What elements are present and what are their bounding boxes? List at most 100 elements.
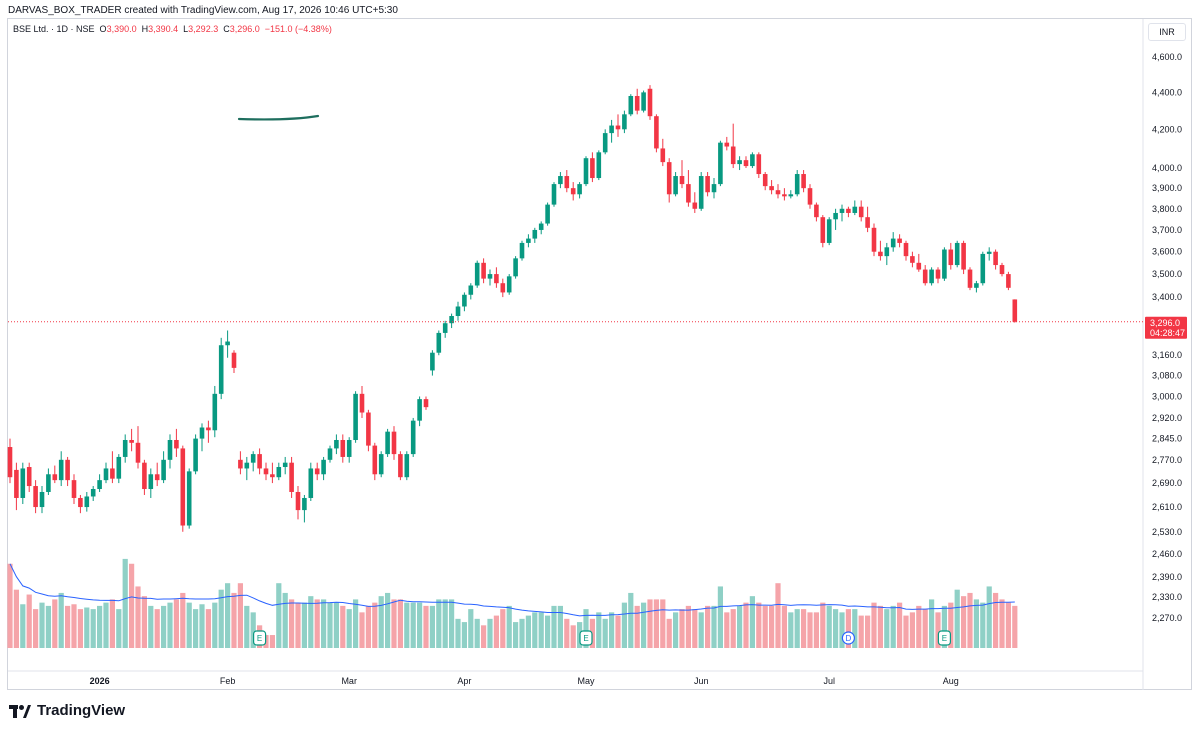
candle-body (974, 283, 979, 288)
volume-bar (52, 599, 58, 648)
candle-body (7, 447, 13, 478)
y-tick-label: 3,500.0 (1152, 269, 1182, 279)
volume-bar (404, 602, 410, 648)
candle-body (353, 393, 358, 440)
candle-body (577, 184, 582, 195)
y-tick-label: 2,690.0 (1152, 478, 1182, 488)
close-label: C (223, 24, 230, 34)
candle-body (417, 399, 422, 421)
candle-body (609, 125, 614, 134)
x-tick-label: Jun (694, 676, 709, 686)
volume-bar (65, 605, 71, 648)
candle-body (596, 152, 602, 179)
candle-body (212, 393, 218, 431)
volume-bar (116, 609, 122, 648)
volume-bar (455, 618, 461, 648)
y-tick-label: 2,610.0 (1152, 502, 1182, 512)
candle-body (743, 160, 749, 167)
volume-bar (244, 605, 250, 648)
volume-bar (679, 609, 685, 648)
volume-bar (321, 599, 327, 648)
candle-body (820, 217, 826, 243)
volume-bar (685, 605, 691, 648)
candle-body (788, 194, 794, 197)
volume-bar (545, 615, 551, 648)
volume-bar (333, 602, 339, 648)
candle-body (404, 454, 410, 478)
candle-body (807, 188, 813, 205)
candle-body (327, 448, 333, 460)
volume-bar (84, 607, 90, 648)
candle-body (206, 427, 211, 431)
close-value: 3,296.0 (229, 24, 260, 34)
volume-bar (609, 612, 615, 648)
candle-body (967, 269, 973, 288)
chart-frame[interactable] (7, 18, 1192, 690)
candle-body (481, 262, 486, 279)
candle-body (660, 148, 666, 163)
candle-body (564, 176, 570, 189)
candle-body (122, 439, 128, 457)
volume-bar (641, 602, 647, 648)
volume-bar (141, 596, 147, 648)
volume-bar (826, 605, 832, 648)
volume-bar (653, 599, 659, 648)
candle-body (1012, 299, 1018, 322)
candle-body (71, 480, 77, 498)
y-tick-label: 2,460.0 (1152, 549, 1182, 559)
tradingview-logo-icon (9, 704, 31, 718)
candle-body (180, 448, 186, 526)
volume-bar (557, 605, 563, 648)
candle-body (801, 174, 806, 189)
x-tick-label: Jul (823, 676, 835, 686)
y-tick-label: 4,600.0 (1152, 52, 1182, 62)
volume-bar (20, 604, 26, 648)
candle-body (455, 306, 461, 317)
candle-body (148, 474, 154, 490)
volume-bar (711, 605, 717, 648)
volume-bar (103, 602, 109, 648)
candle-body (52, 474, 58, 481)
candle-body (724, 142, 730, 147)
volume-bar (954, 589, 960, 648)
volume-bar (513, 622, 519, 648)
candle-body (58, 459, 64, 481)
tradingview-brand[interactable]: TradingView (9, 702, 125, 719)
candle-body (378, 454, 384, 475)
change-value: −151.0 (−4.38%) (264, 24, 332, 34)
symbol-label: BSE Ltd. · 1D · NSE (13, 24, 95, 34)
y-tick-label: 3,800.0 (1152, 204, 1182, 214)
volume-bar (129, 563, 135, 648)
volume-bar (218, 589, 224, 648)
volume-bar (596, 612, 602, 648)
volume-bar (737, 605, 743, 648)
volume-bar (397, 599, 403, 648)
volume-bar (269, 635, 275, 648)
earnings-marker-label: E (257, 634, 262, 643)
candle-body (263, 468, 269, 475)
volume-bar (385, 592, 391, 648)
volume-bar (877, 605, 883, 648)
currency-button[interactable]: INR (1148, 23, 1186, 41)
volume-bar (122, 558, 128, 648)
volume-bar (250, 612, 256, 648)
earnings-marker-icon (253, 630, 267, 646)
candle-body (814, 204, 819, 218)
volume-bar (442, 599, 448, 648)
candle-body (346, 439, 352, 457)
volume-bar (186, 602, 192, 648)
volume-bar (71, 604, 77, 648)
candle-body (769, 186, 774, 191)
candle-body (641, 92, 646, 111)
volume-bar (973, 599, 979, 648)
open-label: O (99, 24, 107, 34)
volume-bar (692, 609, 698, 648)
candle-body (897, 238, 902, 243)
volume-bar (391, 599, 397, 648)
candle-body (794, 174, 800, 195)
candle-body (673, 176, 678, 195)
candle-body (986, 251, 992, 254)
candle-body (334, 439, 339, 449)
volume-bar (359, 612, 365, 648)
